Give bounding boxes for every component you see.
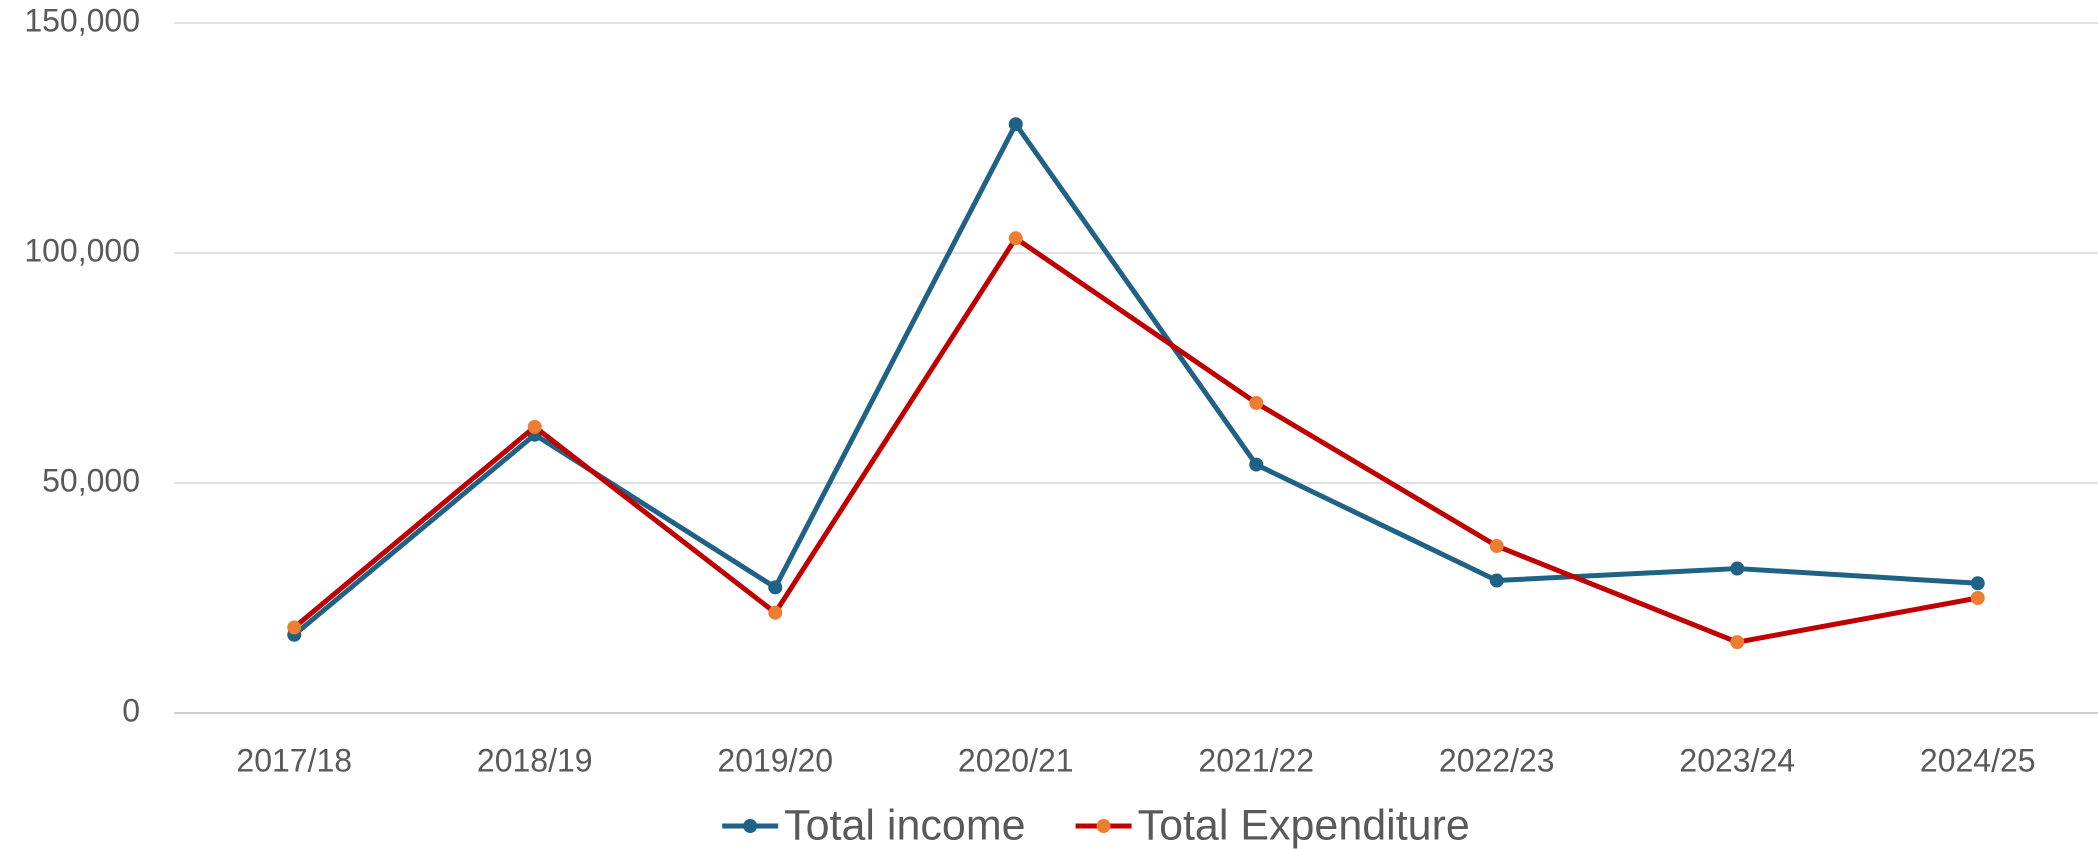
- x-tick-label: 2017/18: [236, 742, 352, 778]
- x-tick-label: 2024/25: [1920, 742, 2036, 778]
- legend: Total income Total Expenditure: [722, 801, 1470, 849]
- data-point: [527, 419, 542, 434]
- data-point: [1249, 457, 1264, 472]
- data-point: [768, 580, 783, 595]
- legend-marker: [743, 819, 758, 833]
- x-tick-label: 2018/19: [477, 742, 593, 778]
- series-line: [292, 121, 1978, 637]
- y-tick-label: 50,000: [42, 462, 140, 498]
- data-point: [1730, 561, 1745, 576]
- x-tick-label: 2022/23: [1439, 742, 1555, 778]
- x-tick-label: 2019/20: [717, 742, 833, 778]
- y-tick-label: 0: [122, 692, 140, 728]
- series-line: [292, 235, 1979, 645]
- y-tick-label: 150,000: [24, 2, 140, 38]
- data-point: [1489, 573, 1504, 588]
- x-tick-label: 2023/24: [1679, 742, 1795, 778]
- data-point: [1489, 539, 1504, 554]
- data-point: [1970, 576, 1985, 591]
- data-point: [1249, 395, 1264, 410]
- legend-marker: [1096, 819, 1111, 833]
- data-point: [768, 605, 783, 620]
- legend-label: Total income: [784, 801, 1025, 849]
- data-point: [1730, 635, 1745, 650]
- x-tick-label: 2021/22: [1198, 742, 1314, 778]
- data-point: [1008, 231, 1023, 246]
- data-point: [1008, 117, 1023, 132]
- y-tick-label: 100,000: [24, 232, 140, 268]
- x-tick-label: 2020/21: [958, 742, 1074, 778]
- legend-label: Total Expenditure: [1138, 801, 1470, 849]
- data-point: [287, 620, 302, 635]
- data-point: [1970, 591, 1985, 605]
